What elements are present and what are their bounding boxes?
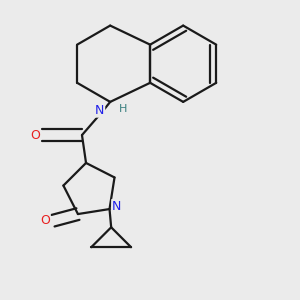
- Text: N: N: [95, 104, 104, 117]
- Text: N: N: [112, 200, 122, 213]
- Text: O: O: [30, 129, 40, 142]
- Text: H: H: [119, 103, 128, 113]
- Text: O: O: [40, 214, 50, 227]
